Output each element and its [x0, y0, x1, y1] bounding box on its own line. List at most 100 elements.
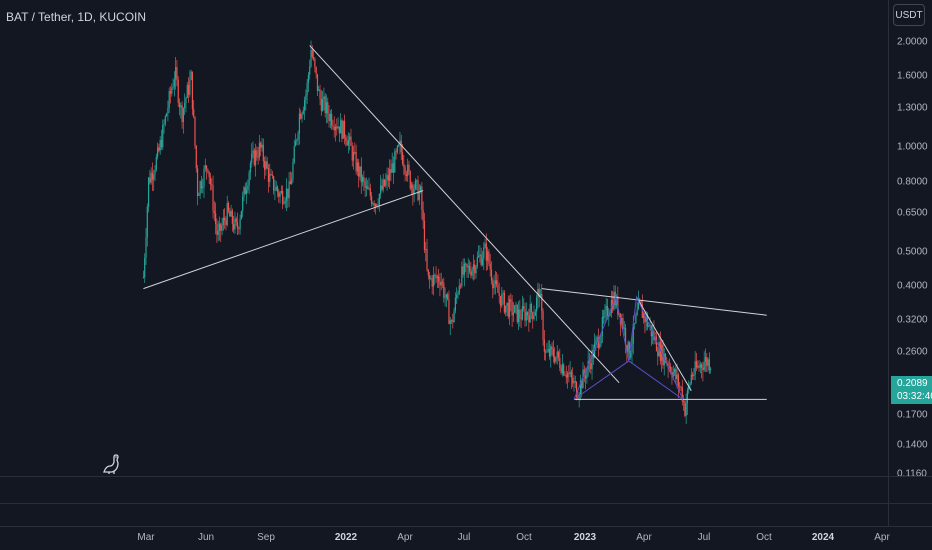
candle-down — [316, 74, 319, 91]
trendline — [143, 190, 424, 290]
candle-up — [514, 305, 516, 313]
candle-up — [303, 100, 306, 111]
candle-up — [609, 312, 611, 316]
candle-up — [154, 169, 156, 175]
candle-down — [524, 309, 526, 321]
candle-up — [171, 88, 173, 94]
candle-up — [561, 364, 563, 374]
candle-up — [157, 147, 159, 157]
candle-up — [505, 305, 507, 313]
candle-up — [457, 293, 459, 295]
candle-up — [547, 349, 549, 352]
candle-down — [311, 50, 313, 57]
candle-up — [425, 249, 427, 250]
candle-up — [168, 91, 170, 108]
candle-up — [334, 126, 337, 131]
candle-up — [595, 339, 597, 344]
candle-down — [677, 374, 680, 387]
price-tick: 0.1160 — [897, 468, 927, 480]
candle-down — [441, 281, 444, 284]
candle-down — [532, 312, 534, 320]
candle-down — [459, 285, 462, 287]
candle-up — [274, 190, 276, 192]
trendline — [636, 296, 692, 392]
trendline — [309, 45, 620, 384]
candle-down — [538, 288, 540, 297]
candle-up — [475, 266, 477, 274]
time-tick: Apr — [397, 532, 413, 543]
candle-down — [448, 299, 450, 324]
candle-up — [254, 150, 257, 166]
time-tick: 2022 — [334, 532, 358, 543]
trendline — [541, 288, 767, 316]
currency-button[interactable]: USDT — [893, 4, 925, 26]
harmonic-pattern — [573, 360, 684, 400]
candle-down — [465, 263, 467, 265]
candle-up — [305, 95, 307, 101]
candle-down — [404, 167, 406, 175]
candle-down — [702, 368, 704, 371]
candle-down — [343, 120, 346, 138]
candle-down — [412, 184, 414, 195]
candle-down — [158, 147, 160, 151]
candle-down — [370, 196, 373, 204]
candle-down — [583, 369, 585, 376]
candle-up — [569, 371, 571, 375]
candle-down — [667, 363, 669, 368]
candle-up — [484, 243, 486, 248]
candle-down — [324, 96, 326, 114]
candle-down — [624, 327, 627, 346]
candle-down — [659, 342, 661, 361]
candle-down — [679, 386, 681, 388]
price-chart[interactable] — [0, 0, 888, 526]
candle-up — [663, 353, 665, 366]
candle-up — [582, 369, 584, 389]
candle-up — [512, 312, 515, 316]
candle-up — [604, 310, 606, 318]
candle-up — [164, 116, 166, 124]
candle-up — [394, 151, 396, 173]
candle-up — [361, 176, 364, 183]
candle-up — [377, 204, 379, 206]
candle-down — [220, 223, 222, 231]
candle-down — [320, 98, 322, 111]
candle-down — [622, 318, 624, 329]
candle-down — [178, 102, 181, 108]
candle-down — [655, 336, 658, 352]
candle-up — [605, 306, 607, 311]
candle-up — [630, 352, 632, 358]
candle-up — [189, 79, 191, 95]
candle-up — [494, 280, 496, 284]
pane-separator[interactable] — [0, 476, 932, 477]
candle-up — [265, 161, 267, 170]
candle-up — [536, 297, 538, 312]
candle-down — [314, 58, 316, 68]
pane-separator[interactable] — [0, 503, 932, 504]
time-tick: Mar — [137, 532, 155, 543]
candle-down — [423, 220, 426, 250]
candle-down — [497, 284, 499, 293]
tradingview-logo-icon[interactable] — [100, 452, 124, 476]
candle-up — [556, 351, 558, 357]
candle-down — [195, 145, 197, 169]
candle-up — [501, 294, 503, 306]
price-tick: 1.0000 — [897, 141, 928, 153]
candle-down — [408, 164, 410, 172]
candle-down — [488, 251, 490, 264]
candle-up — [685, 403, 687, 416]
symbol-title[interactable]: BAT / Tether, 1D, KUCOIN — [6, 10, 147, 24]
candle-down — [191, 71, 194, 110]
candle-up — [318, 89, 320, 91]
candle-up — [153, 174, 155, 180]
candle-up — [682, 400, 685, 402]
candle-up — [167, 107, 169, 114]
candle-up — [226, 202, 228, 225]
candle-up — [445, 294, 447, 298]
candle-down — [575, 382, 578, 399]
candle-up — [248, 172, 250, 186]
candle-up — [689, 383, 691, 386]
candle-down — [238, 228, 240, 230]
candle-up — [493, 283, 495, 289]
candle-down — [516, 304, 518, 322]
candle-up — [419, 186, 422, 192]
